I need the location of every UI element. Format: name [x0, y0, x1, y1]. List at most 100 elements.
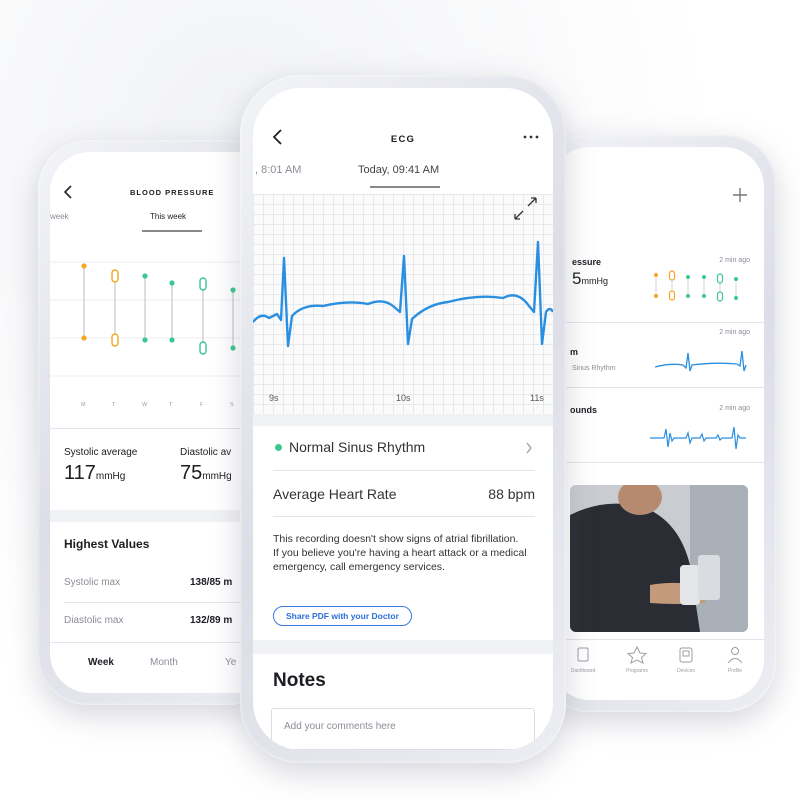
graphic	[654, 294, 658, 298]
graphic	[81, 335, 87, 341]
stat: 117mmHg	[64, 462, 125, 485]
stat-unit: mmHg	[202, 471, 232, 482]
nav-label[interactable]: Dashboard	[570, 668, 596, 674]
stat: 75mmHg	[180, 462, 232, 485]
stat-label: Systolic average	[64, 447, 138, 458]
message-line: This recording doesn't show signs of atr…	[273, 533, 519, 545]
graphic	[142, 273, 148, 279]
nav-labels: Dashboard Programs Devices Profile	[550, 668, 764, 676]
graphic	[654, 273, 658, 298]
tab-underline	[370, 186, 440, 188]
graphic	[523, 135, 527, 139]
graphic	[230, 287, 236, 293]
graphic	[668, 290, 676, 301]
graphic	[253, 240, 553, 348]
graphic	[272, 129, 282, 145]
section-title: Highest Values	[64, 537, 150, 551]
time-label: 9s	[269, 393, 279, 403]
stat-label: Diastolic av	[180, 447, 232, 458]
stat-value: 75	[180, 462, 203, 484]
graphic	[686, 275, 690, 279]
screen-title: BLOOD PRESSURE	[130, 188, 215, 197]
rhythm[interactable]: Normal Sinus Rhythm	[289, 439, 426, 455]
bottom-tab[interactable]: Month	[150, 657, 178, 668]
graphic	[577, 645, 743, 664]
card-time: 2 min ago	[719, 405, 750, 412]
bottom-tab-active[interactable]: Week	[88, 657, 114, 668]
day-label: F	[200, 402, 204, 408]
graphic	[716, 273, 724, 284]
graphic	[655, 275, 737, 298]
divider	[564, 462, 764, 463]
card-title: m	[570, 347, 579, 357]
graphic	[716, 273, 724, 302]
divider	[50, 428, 280, 429]
nav-label[interactable]: Programs	[626, 668, 648, 674]
tab-underline	[142, 230, 202, 232]
section-band	[253, 414, 553, 426]
tab-active[interactable]: Today, 09:41 AM	[358, 164, 440, 176]
graphic	[702, 294, 706, 298]
day-label: T	[112, 402, 116, 408]
graphic	[682, 650, 690, 657]
graphic	[529, 135, 533, 139]
notes-input[interactable]: Add your comments here	[271, 708, 535, 750]
graphic	[577, 647, 589, 662]
nav-label[interactable]: Devices	[677, 668, 695, 674]
tab[interactable]: , 8:01 AM	[255, 164, 302, 176]
graphic	[686, 294, 690, 298]
divider	[550, 639, 764, 640]
graphic	[698, 555, 720, 600]
graphic	[83, 266, 234, 348]
mini-sound	[650, 426, 746, 450]
tab-active[interactable]: This week	[150, 212, 187, 221]
graphic	[654, 273, 658, 277]
card-time: 2 min ago	[719, 329, 750, 336]
mini-bp-chart	[654, 270, 738, 302]
graphic	[734, 277, 738, 281]
card-title: essure	[572, 257, 602, 267]
bottom-tab[interactable]: Ye	[225, 657, 237, 668]
graphic	[142, 273, 236, 351]
stat-value: 88 bpm	[488, 486, 535, 502]
back-icon[interactable]	[62, 184, 74, 200]
back-icon[interactable]	[271, 128, 285, 146]
graphic	[526, 442, 532, 454]
graphic	[650, 426, 746, 450]
screen-center: ECG , 8:01 AM Today, 09:41 AM 9s 10s 11s…	[253, 88, 553, 750]
menu-icon[interactable]	[523, 134, 539, 140]
ecg-chart: 9s 10s 11s	[253, 194, 553, 414]
time-label: 11s	[530, 393, 544, 403]
add-icon[interactable]	[732, 187, 748, 203]
graphic	[81, 263, 87, 269]
day-label: S	[230, 402, 234, 408]
tab[interactable]: week	[50, 212, 69, 221]
card-stat: 5mmHg	[572, 269, 608, 289]
divider	[50, 642, 280, 643]
card-value: 5	[572, 269, 582, 288]
share-button[interactable]: Share PDF with your Doctor	[273, 606, 412, 626]
day-label: T	[169, 402, 173, 408]
divider	[273, 470, 535, 471]
ecg-trace	[253, 197, 553, 348]
graphic	[111, 269, 119, 347]
section-title: Notes	[273, 670, 326, 691]
day-label: W	[142, 402, 148, 408]
status-dot	[275, 444, 282, 451]
graphic	[199, 277, 207, 355]
divider	[564, 322, 764, 323]
graphic	[716, 291, 724, 302]
message-line: If you believe you're having a heart att…	[273, 547, 527, 574]
mini-ecg	[655, 350, 747, 372]
graphic	[199, 277, 207, 291]
divider	[64, 602, 280, 603]
chevron[interactable]	[525, 442, 533, 454]
nav-label[interactable]: Profile	[727, 668, 743, 674]
nav-icons	[577, 645, 743, 664]
graphic	[668, 270, 676, 281]
graphic	[734, 296, 738, 300]
stat-unit: mmHg	[95, 471, 126, 482]
screen-title: ECG	[390, 134, 416, 145]
graphic	[680, 565, 700, 605]
